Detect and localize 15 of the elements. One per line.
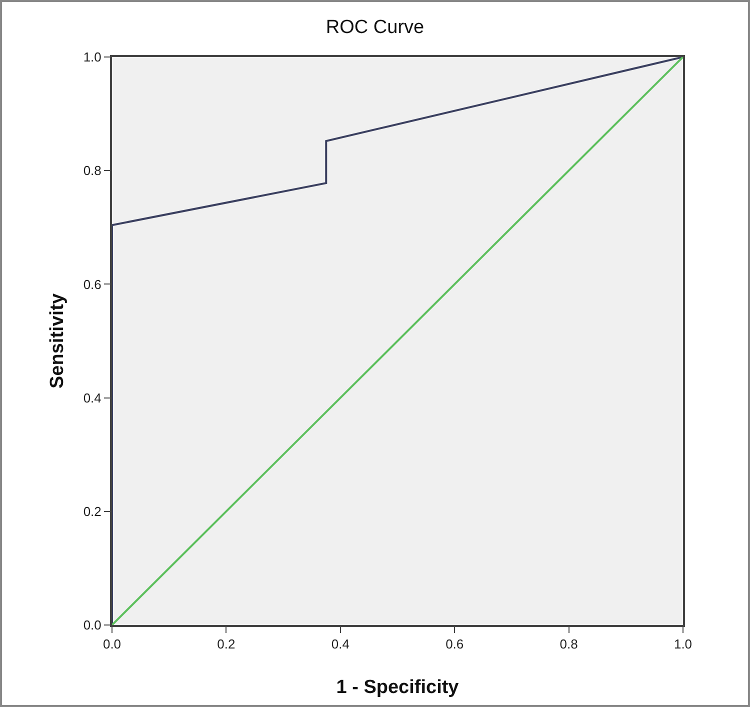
y-tick-label: 1.0 — [83, 50, 102, 65]
y-tick-label: 0.0 — [83, 618, 102, 633]
y-tick-label: 0.8 — [83, 163, 102, 178]
x-axis-title: 1 - Specificity — [336, 677, 460, 698]
x-tick-label: 1.0 — [674, 636, 692, 652]
x-tick-label: 0.2 — [217, 636, 236, 652]
chart-title: ROC Curve — [326, 16, 424, 38]
y-axis-title: Sensitivity — [47, 293, 68, 389]
y-tick-label: 0.2 — [83, 504, 102, 519]
x-tick-label: 0.8 — [560, 636, 578, 652]
y-tick-label: 0.4 — [83, 390, 102, 406]
x-tick-label: 0.6 — [446, 636, 464, 652]
x-tick-label: 0.4 — [331, 636, 350, 652]
y-tick-label: 0.6 — [83, 276, 102, 292]
x-tick-label: 0.0 — [102, 636, 122, 652]
